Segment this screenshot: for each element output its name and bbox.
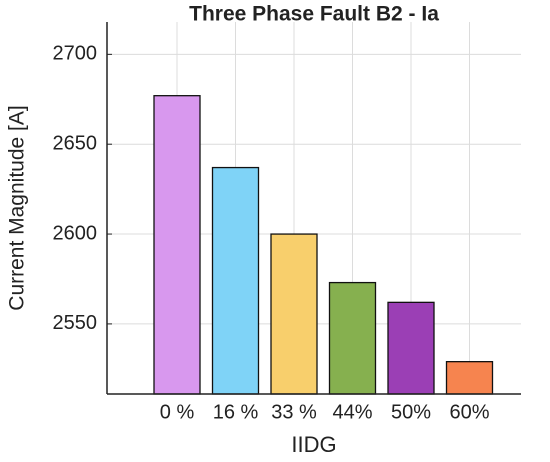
bar [153,95,201,395]
y-tick-label: 2650 [53,132,98,154]
x-tick-label: 44% [332,401,372,423]
x-axis-label: IIDG [291,432,336,457]
y-axis-label: Current Magnitude [A] [6,105,29,310]
y-tick-label: 2600 [53,222,98,244]
bar [270,233,318,395]
x-tick-label: 16 % [213,401,259,423]
bar [211,166,260,395]
y-tick-label: 2700 [53,43,98,65]
bar [445,361,494,395]
bar [387,301,435,395]
chart-title: Three Phase Fault B2 - Ia [189,3,439,26]
bar [328,281,377,395]
x-tick-label: 60% [449,401,489,423]
y-tick-label: 2550 [53,312,98,334]
bars [153,95,494,395]
x-tick-label: 33 % [271,401,317,423]
x-tick-label: 50% [391,401,431,423]
x-tick-label: 0 % [160,401,195,423]
